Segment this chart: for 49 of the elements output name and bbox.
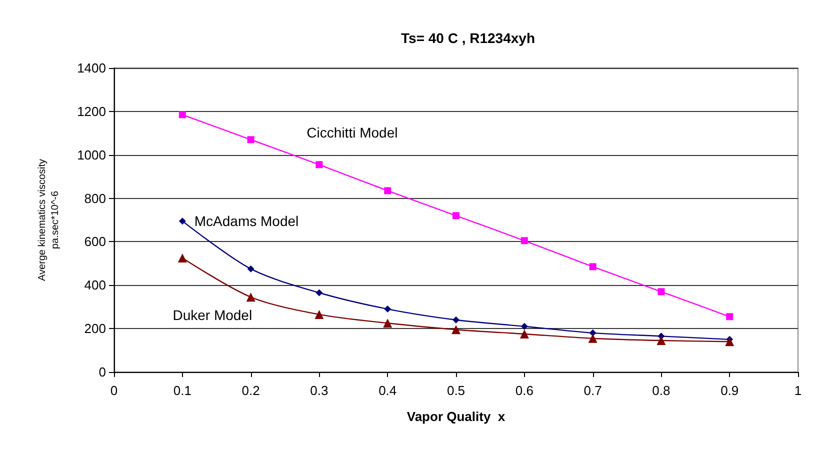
point	[589, 263, 596, 270]
x-tick-label: 0.6	[515, 383, 534, 398]
point	[314, 310, 324, 319]
point	[383, 318, 392, 328]
series-label: McAdams Model	[194, 213, 299, 230]
y-tick-label: 200	[84, 321, 106, 336]
x-tick-label: 0.4	[378, 383, 397, 398]
y-tick-label: 800	[84, 190, 106, 206]
point	[316, 161, 323, 168]
point	[726, 313, 734, 320]
y-tick-label: 600	[84, 234, 106, 250]
y-tick-label: 1400	[77, 60, 106, 76]
point	[658, 288, 665, 296]
x-tick-label: 1	[794, 383, 802, 398]
chart-title: Ts= 40 C , R1234xyh	[401, 30, 535, 46]
point	[520, 322, 528, 330]
point	[588, 334, 598, 343]
point	[452, 316, 460, 324]
point	[384, 306, 392, 313]
series-label: Cicchitti Model	[306, 124, 398, 141]
point	[725, 337, 734, 346]
point	[247, 136, 254, 144]
x-axis-title: Vapor Quality x	[406, 409, 506, 424]
x-tick-label: 0	[110, 383, 118, 398]
x-tick-label: 0.5	[446, 383, 466, 398]
point	[452, 212, 460, 220]
x-tick-label: 0.8	[652, 383, 670, 398]
point	[316, 289, 323, 296]
point	[656, 336, 666, 346]
point	[247, 265, 254, 272]
point	[178, 218, 186, 225]
point	[178, 254, 187, 262]
x-tick-label: 0.3	[310, 383, 328, 398]
x-tick-label: 0.1	[173, 383, 192, 398]
y-tick-label: 1200	[77, 104, 106, 119]
y-axis-title: Averge kinematics viscosity pa.sec*10^-6	[37, 158, 61, 282]
point	[520, 330, 529, 338]
point	[452, 325, 460, 334]
x-tick-label: 0.7	[584, 383, 602, 398]
point	[384, 187, 392, 194]
x-tick-label: 0.9	[720, 383, 739, 398]
series-label: Duker Model	[172, 307, 252, 323]
y-tick-label: 1000	[77, 147, 106, 162]
point	[178, 111, 186, 118]
point	[520, 237, 528, 244]
y-tick-label: 0	[98, 364, 106, 380]
x-tick-label: 0.2	[242, 383, 260, 398]
y-tick-label: 400	[84, 278, 106, 293]
point	[246, 292, 256, 302]
